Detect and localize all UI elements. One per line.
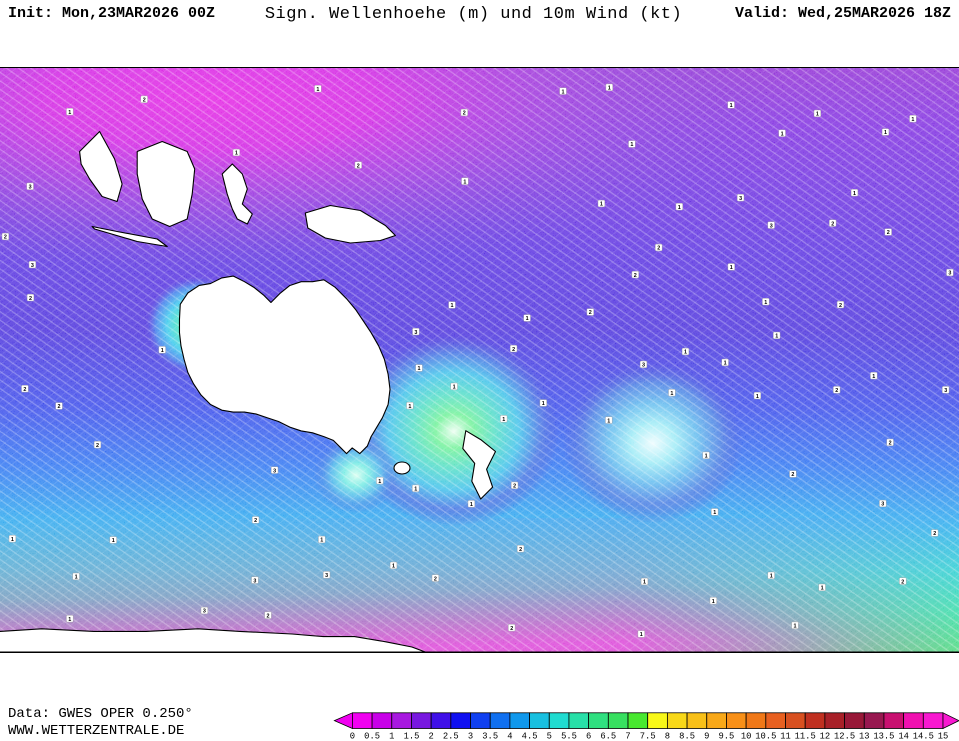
svg-text:4.5: 4.5 <box>522 732 538 741</box>
svg-text:0.5: 0.5 <box>364 732 380 741</box>
svg-text:1: 1 <box>389 732 394 741</box>
svg-text:14: 14 <box>898 732 909 741</box>
svg-text:13: 13 <box>859 732 870 741</box>
svg-text:3: 3 <box>468 732 473 741</box>
svg-text:5.5: 5.5 <box>561 732 577 741</box>
svg-text:8.5: 8.5 <box>679 732 695 741</box>
svg-text:3.5: 3.5 <box>482 732 498 741</box>
svg-text:10: 10 <box>741 732 752 741</box>
svg-text:11: 11 <box>780 732 791 741</box>
svg-text:9: 9 <box>704 732 709 741</box>
svg-text:15: 15 <box>938 732 949 741</box>
svg-text:8: 8 <box>665 732 670 741</box>
svg-text:2: 2 <box>428 732 433 741</box>
svg-text:10.5: 10.5 <box>755 732 776 741</box>
svg-text:1.5: 1.5 <box>404 732 420 741</box>
svg-text:6: 6 <box>586 732 591 741</box>
svg-text:12.5: 12.5 <box>834 732 855 741</box>
svg-text:2.5: 2.5 <box>443 732 459 741</box>
svg-text:0: 0 <box>350 732 355 741</box>
svg-text:4: 4 <box>507 732 512 741</box>
svg-text:7.5: 7.5 <box>640 732 656 741</box>
svg-text:9.5: 9.5 <box>718 732 734 741</box>
svg-text:13.5: 13.5 <box>873 732 894 741</box>
svg-text:5: 5 <box>547 732 552 741</box>
svg-text:14.5: 14.5 <box>913 732 934 741</box>
svg-text:6.5: 6.5 <box>600 732 616 741</box>
svg-text:12: 12 <box>820 732 831 741</box>
svg-text:7: 7 <box>625 732 630 741</box>
svg-text:11.5: 11.5 <box>795 732 816 741</box>
